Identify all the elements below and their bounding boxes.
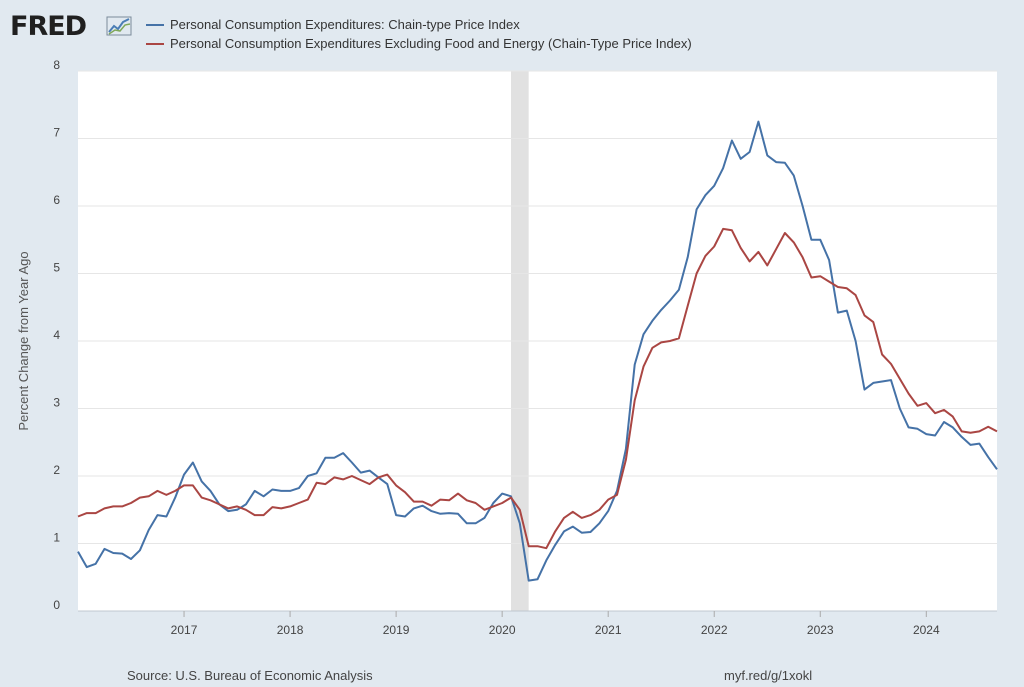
y-tick-label: 2 — [53, 463, 60, 477]
series-line-core-pce — [77, 227, 998, 550]
y-tick-label: 3 — [53, 396, 60, 410]
x-tick-label: 2021 — [595, 623, 622, 637]
legend-label: Personal Consumption Expenditures Exclud… — [170, 36, 692, 51]
x-tick-label: 2017 — [171, 623, 198, 637]
y-tick-label: 7 — [53, 126, 60, 140]
source-note: Source: U.S. Bureau of Economic Analysis — [127, 668, 373, 683]
legend-swatch — [146, 23, 164, 26]
fred-logo[interactable]: FRED — [10, 11, 87, 42]
legend-swatch — [146, 42, 164, 45]
y-axis-label: Percent Change from Year Ago — [16, 251, 31, 430]
permalink[interactable]: myf.red/g/1xokl — [724, 668, 813, 683]
y-tick-label: 6 — [53, 193, 60, 207]
series-line-pce — [77, 120, 998, 582]
y-tick-label: 8 — [53, 58, 60, 72]
chart-legend: Personal Consumption Expenditures: Chain… — [146, 15, 692, 53]
legend-item-core[interactable]: Personal Consumption Expenditures Exclud… — [146, 34, 692, 53]
y-tick-label: 0 — [53, 598, 60, 612]
x-tick-label: 2024 — [913, 623, 940, 637]
y-tick-label: 4 — [53, 328, 60, 342]
x-tick-label: 2020 — [489, 623, 516, 637]
y-tick-label: 1 — [53, 531, 60, 545]
chart-line-icon — [106, 16, 132, 36]
legend-item-headline[interactable]: Personal Consumption Expenditures: Chain… — [146, 15, 692, 34]
y-tick-label: 5 — [53, 261, 60, 275]
x-tick-label: 2022 — [701, 623, 728, 637]
legend-label: Personal Consumption Expenditures: Chain… — [170, 17, 520, 32]
x-tick-label: 2023 — [807, 623, 834, 637]
x-tick-label: 2019 — [383, 623, 410, 637]
x-tick-label: 2018 — [277, 623, 304, 637]
